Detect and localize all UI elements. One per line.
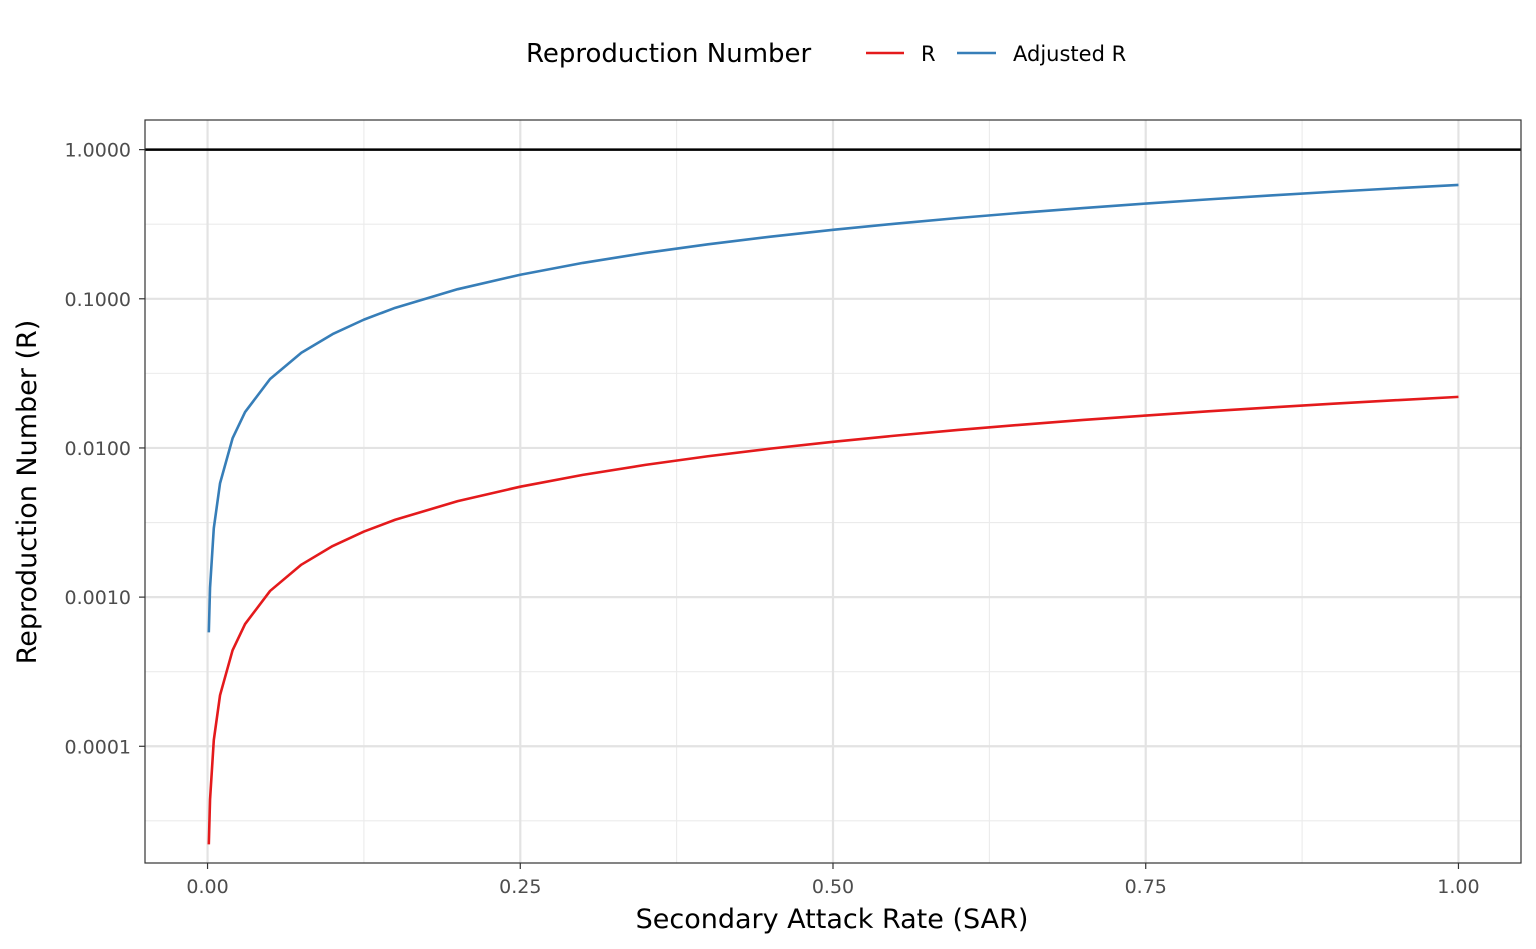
x-tick-label: 1.00 <box>1437 876 1479 898</box>
x-tick-label: 0.75 <box>1125 876 1167 898</box>
legend-title: Reproduction Number <box>526 39 812 69</box>
series-layer <box>207 183 1459 845</box>
series-line-adjusted-r <box>207 183 1459 633</box>
y-axis: 0.0001 0.0010 0.0100 0.1000 1.0000 <box>65 140 145 758</box>
x-tick-label: 0.50 <box>812 876 854 898</box>
y-tick-label: 1.0000 <box>65 140 131 162</box>
plot-panel <box>144 119 1522 864</box>
y-tick-label: 0.0001 <box>65 736 131 758</box>
grid-major <box>145 120 1521 863</box>
y-axis-title: Reproduction Number (R) <box>12 320 43 665</box>
legend-label-r: R <box>921 42 936 66</box>
y-tick-label: 0.1000 <box>65 289 131 311</box>
legend-label-adjusted-r: Adjusted R <box>1013 42 1126 66</box>
x-tick-label: 0.25 <box>499 876 541 898</box>
y-tick-label: 0.0010 <box>65 587 131 609</box>
x-axis-title: Secondary Attack Rate (SAR) <box>636 904 1029 935</box>
x-axis: 0.00 0.25 0.50 0.75 1.00 <box>186 863 1480 898</box>
y-tick-label: 0.0100 <box>65 438 131 460</box>
legend: Reproduction Number R Adjusted R <box>526 39 1126 69</box>
x-tick-label: 0.00 <box>186 876 228 898</box>
series-line-r <box>207 395 1459 845</box>
